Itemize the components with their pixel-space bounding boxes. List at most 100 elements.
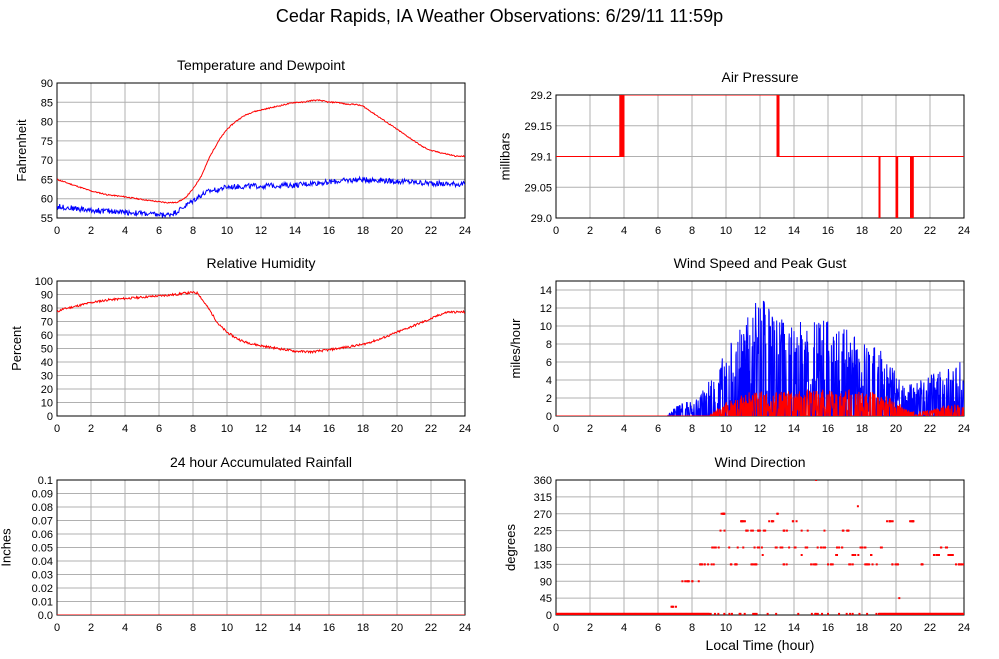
scatter-point bbox=[681, 580, 684, 583]
scatter-point bbox=[965, 563, 967, 565]
x-tick-label: 8 bbox=[190, 423, 196, 435]
scatter-point bbox=[910, 520, 913, 523]
scatter-point bbox=[758, 546, 761, 549]
scatter-point bbox=[753, 546, 756, 549]
scatter-point bbox=[754, 563, 757, 566]
scatter-point bbox=[717, 546, 720, 549]
scatter-point bbox=[852, 554, 855, 556]
y-axis-label: millibars bbox=[498, 132, 513, 180]
scatter-point bbox=[838, 612, 841, 615]
y-tick-label: 10 bbox=[41, 398, 53, 410]
scatter-point bbox=[815, 612, 818, 615]
scatter-point bbox=[761, 554, 764, 556]
scatter-point bbox=[729, 563, 732, 566]
scatter-point bbox=[742, 546, 745, 549]
scatter-point bbox=[708, 612, 710, 615]
scatter-point bbox=[898, 597, 901, 600]
x-tick-label: 16 bbox=[822, 225, 834, 237]
scatter-point bbox=[822, 546, 825, 549]
scatter-point bbox=[831, 563, 834, 566]
x-tick-label: 14 bbox=[788, 225, 800, 237]
y-tick-label: 12 bbox=[540, 303, 552, 315]
scatter-point bbox=[687, 580, 690, 583]
scatter-point bbox=[889, 520, 892, 523]
x-tick-label: 2 bbox=[88, 622, 94, 634]
x-tick-label: 2 bbox=[587, 622, 593, 634]
y-tick-label: 4 bbox=[546, 375, 552, 387]
scatter-point bbox=[760, 546, 763, 549]
scatter-point bbox=[793, 546, 796, 549]
y-tick-label: 80 bbox=[41, 303, 53, 315]
x-tick-label: 14 bbox=[289, 423, 301, 435]
scatter-point bbox=[746, 529, 749, 532]
y-tick-label: 29.2 bbox=[531, 90, 552, 102]
scatter-point bbox=[772, 520, 775, 523]
scatter-point bbox=[933, 554, 936, 556]
x-tick-label: 22 bbox=[425, 622, 437, 634]
y-axis-label: Fahrenheit bbox=[14, 119, 29, 182]
scatter-point bbox=[728, 546, 731, 549]
x-tick-label: 4 bbox=[122, 622, 128, 634]
scatter-point bbox=[935, 554, 938, 556]
y-tick-label: 45 bbox=[540, 593, 552, 605]
x-tick-label: 16 bbox=[323, 622, 335, 634]
scatter-point bbox=[782, 563, 785, 566]
x-tick-label: 0 bbox=[54, 225, 60, 237]
scatter-point bbox=[699, 563, 702, 566]
scatter-point bbox=[946, 546, 949, 549]
x-tick-label: 12 bbox=[754, 225, 766, 237]
x-tick-label: 24 bbox=[459, 423, 471, 435]
scatter-point bbox=[791, 520, 794, 523]
scatter-point bbox=[815, 563, 818, 566]
x-tick-label: 16 bbox=[323, 423, 335, 435]
x-tick-label: 0 bbox=[54, 622, 60, 634]
scatter-point bbox=[891, 520, 894, 523]
scatter-point bbox=[894, 563, 897, 566]
scatter-point bbox=[776, 512, 779, 515]
scatter-point bbox=[823, 529, 826, 532]
series-line-0 bbox=[57, 99, 465, 204]
series-line-0 bbox=[556, 95, 964, 218]
y-tick-label: 40 bbox=[41, 357, 53, 369]
scatter-point bbox=[806, 529, 809, 532]
x-tick-label: 0 bbox=[553, 622, 559, 634]
scatter-point bbox=[788, 546, 791, 549]
x-tick-label: 2 bbox=[587, 423, 593, 435]
y-tick-label: 0 bbox=[47, 411, 53, 423]
scatter-point bbox=[954, 563, 957, 566]
scatter-point bbox=[810, 612, 813, 615]
x-tick-label: 22 bbox=[425, 423, 437, 435]
scatter-point bbox=[820, 546, 823, 549]
scatter-point bbox=[710, 563, 713, 566]
y-tick-label: 315 bbox=[534, 492, 552, 504]
plot-border bbox=[56, 82, 466, 219]
scatter-point bbox=[891, 563, 894, 566]
x-tick-label: 18 bbox=[357, 622, 369, 634]
scatter-point bbox=[697, 580, 700, 583]
y-tick-label: 90 bbox=[41, 290, 53, 302]
scatter-point bbox=[886, 520, 889, 523]
x-tick-label: 8 bbox=[190, 622, 196, 634]
x-tick-label: 10 bbox=[221, 423, 233, 435]
y-tick-label: 50 bbox=[41, 344, 53, 356]
scatter-point bbox=[957, 563, 960, 566]
scatter-point bbox=[962, 612, 964, 615]
scatter-point bbox=[827, 563, 830, 566]
scatter-point bbox=[871, 563, 874, 566]
x-axis-label: Local Time (hour) bbox=[706, 637, 815, 653]
scatter-point bbox=[750, 563, 753, 566]
x-tick-label: 24 bbox=[958, 423, 970, 435]
scatter-point bbox=[866, 612, 869, 615]
x-tick-label: 10 bbox=[720, 622, 732, 634]
scatter-point bbox=[912, 520, 915, 523]
y-tick-label: 135 bbox=[534, 559, 552, 571]
y-tick-label: 60 bbox=[41, 194, 53, 206]
scatter-point bbox=[672, 605, 675, 608]
y-tick-label: 29.1 bbox=[531, 152, 552, 164]
scatter-point bbox=[779, 546, 782, 549]
x-tick-label: 18 bbox=[856, 225, 868, 237]
